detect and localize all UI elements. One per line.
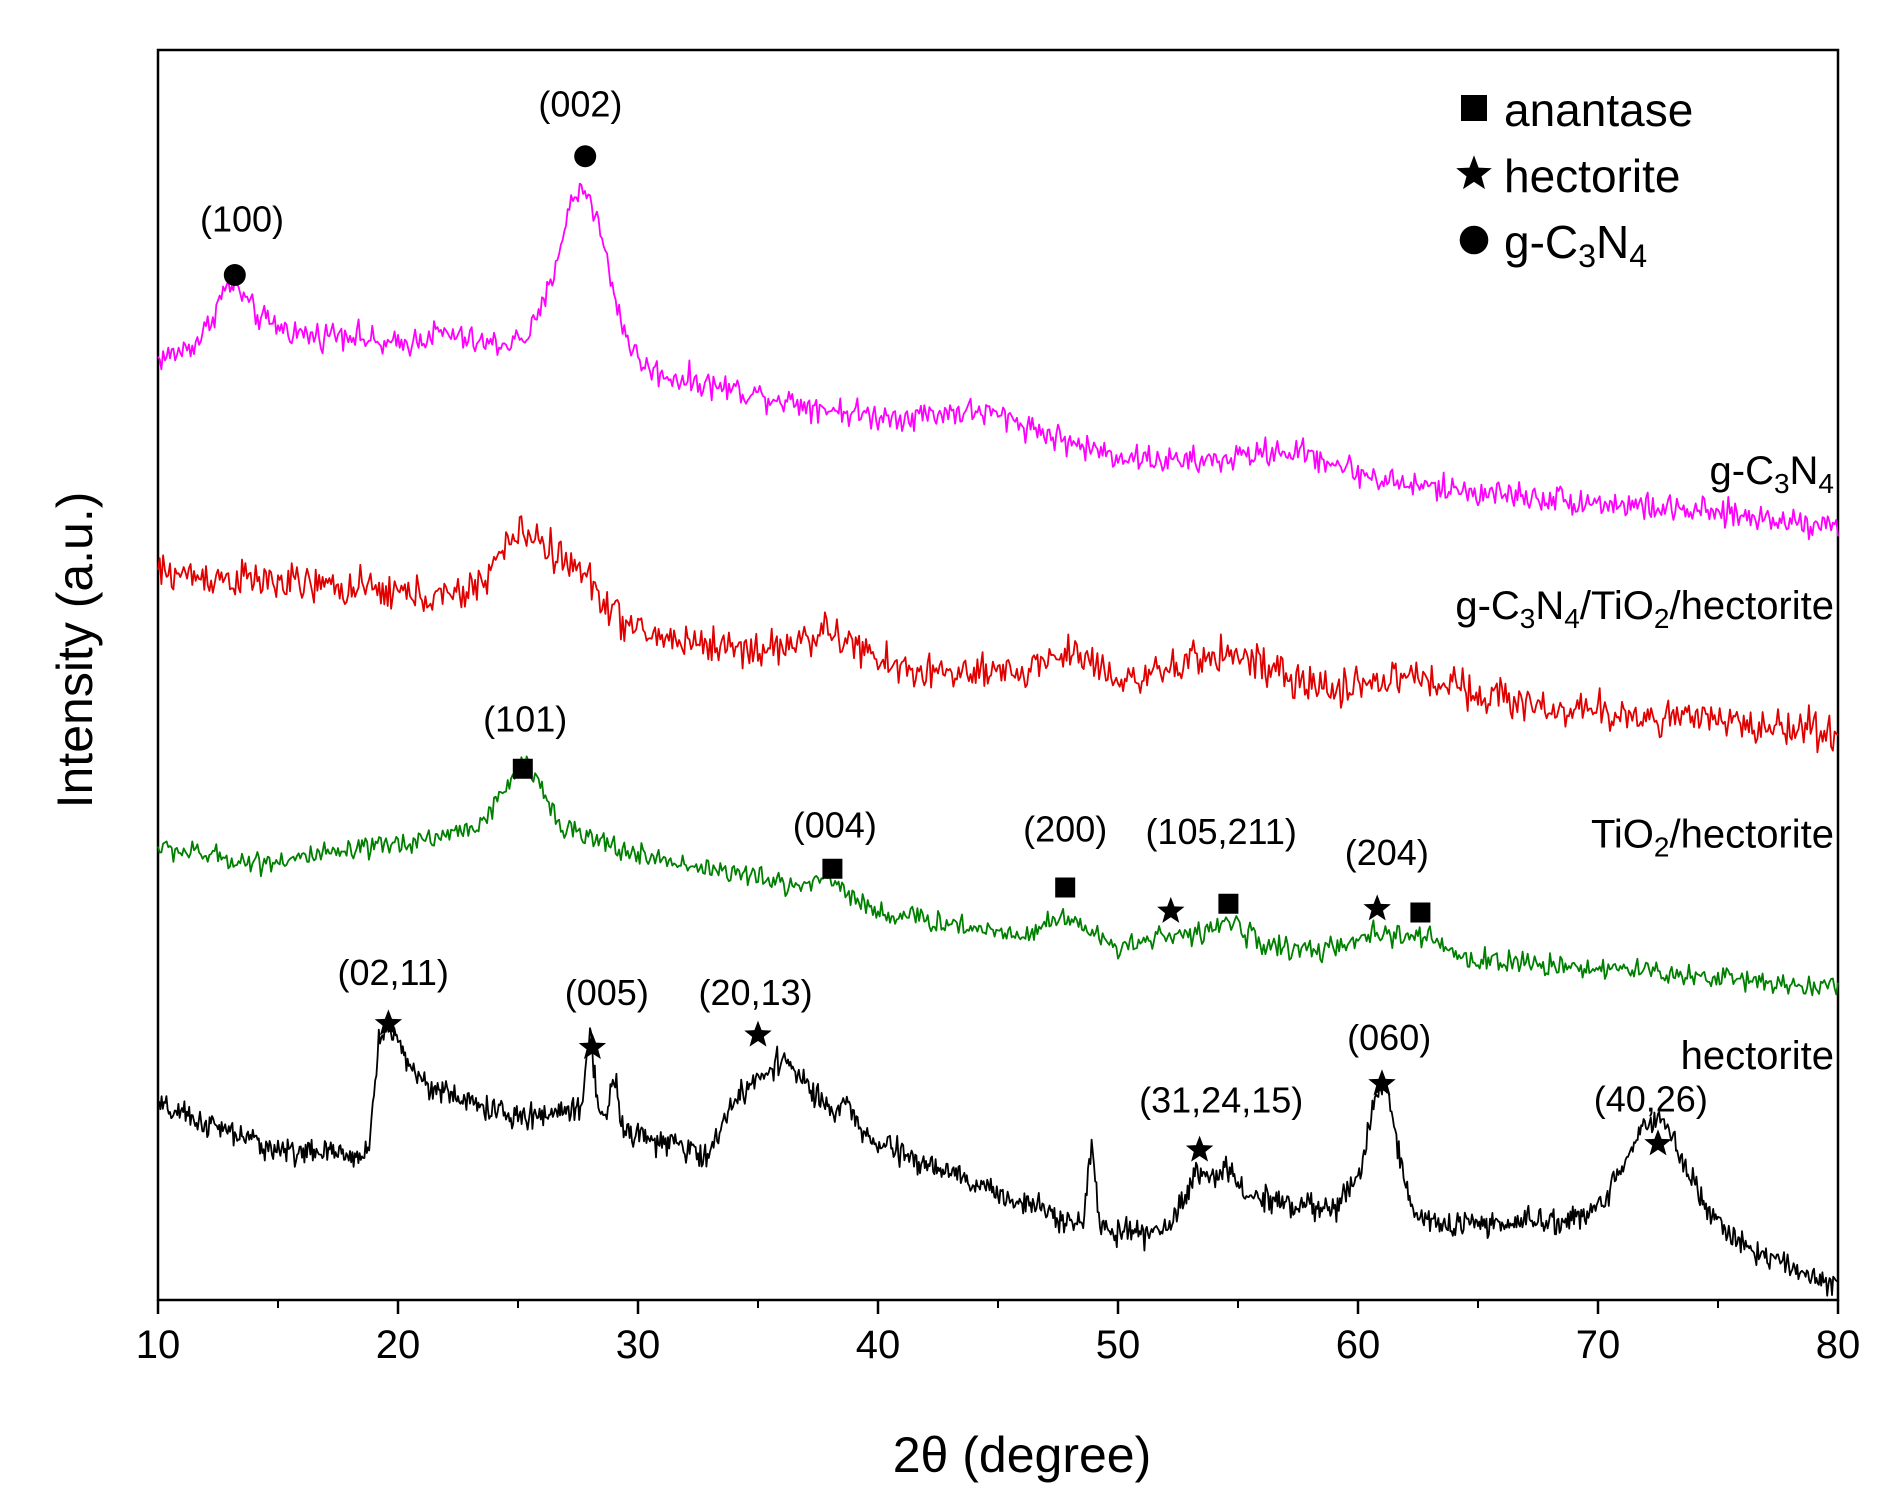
star-marker <box>1456 155 1492 190</box>
x-tick-label: 30 <box>616 1323 661 1367</box>
peak-label: (02,11) <box>337 952 448 993</box>
curve-label-tio2-hectorite: TiO2/hectorite <box>1591 813 1834 863</box>
x-tick-label: 10 <box>136 1323 181 1367</box>
x-tick-label: 20 <box>376 1323 421 1367</box>
legend-entry-label: hectorite <box>1504 150 1680 202</box>
legend-entry-label: anantase <box>1504 84 1693 136</box>
legend: anantase hectorite g-C3N4 <box>1456 84 1693 274</box>
peak-label: (105,211) <box>1145 811 1296 852</box>
curve-label-hectorite: hectorite <box>1681 1034 1834 1078</box>
peak-label: (005) <box>565 972 649 1013</box>
x-axis: 10 20 30 40 50 60 70 80 <box>136 1300 1861 1367</box>
curve-label-g-c3n4-tio2-hectorite: g-C3N4/TiO2/hectorite <box>1455 584 1834 634</box>
peak-label: (100) <box>200 198 284 239</box>
star-marker <box>374 1009 403 1036</box>
peak-label: (004) <box>793 805 877 846</box>
peak-label: (20,13) <box>699 972 813 1013</box>
star-marker <box>1644 1129 1672 1156</box>
square-marker <box>1410 902 1431 923</box>
square-marker <box>512 758 533 779</box>
star-marker <box>578 1033 607 1060</box>
square-marker <box>1461 95 1487 121</box>
peak-label: (204) <box>1345 832 1429 873</box>
peak-label: (002) <box>538 83 622 124</box>
x-tick-label: 70 <box>1576 1323 1621 1367</box>
series-curves <box>157 182 1839 1297</box>
curve-labels: g-C3N4 g-C3N4/TiO2/hectorite TiO2/hectorit… <box>1455 449 1834 1078</box>
circle-marker <box>223 264 246 286</box>
x-tick-label: 40 <box>856 1323 901 1367</box>
star-marker <box>1363 894 1391 921</box>
star-marker <box>1368 1069 1396 1096</box>
peak-label: (40,26) <box>1594 1078 1708 1119</box>
legend-entry-label: g-C3N4 <box>1504 216 1647 274</box>
square-marker <box>1055 877 1076 898</box>
square-marker <box>1218 893 1239 914</box>
curve-label-g-c3n4: g-C3N4 <box>1710 449 1835 499</box>
series-line-g-c3n4-tio2-hectorite <box>157 515 1839 754</box>
series-line-hectorite <box>157 1017 1839 1297</box>
star-marker <box>1185 1135 1214 1162</box>
series-line-g-c3n4 <box>157 182 1839 541</box>
peak-label: (101) <box>483 698 567 739</box>
square-marker <box>822 858 843 879</box>
x-tick-label: 80 <box>1816 1323 1861 1367</box>
peak-label: (200) <box>1023 808 1107 849</box>
star-marker <box>744 1020 772 1047</box>
y-axis-title: Intensity (a.u.) <box>47 492 103 809</box>
peak-annotations: (100) (002) (101) (004) (200) (105,211) (204) (… <box>200 83 1708 1162</box>
x-tick-label: 50 <box>1096 1323 1141 1367</box>
peak-label: (31,24,15) <box>1139 1080 1303 1121</box>
star-marker <box>1157 896 1185 923</box>
x-tick-label: 60 <box>1336 1323 1381 1367</box>
circle-marker <box>1459 225 1489 255</box>
peak-label: (060) <box>1347 1017 1431 1058</box>
x-axis-title: 2θ (degree) <box>893 1427 1152 1483</box>
circle-marker <box>574 145 597 168</box>
series-line-tio2-hectorite <box>157 755 1839 997</box>
